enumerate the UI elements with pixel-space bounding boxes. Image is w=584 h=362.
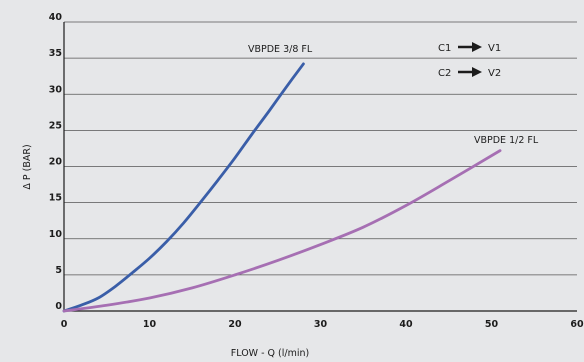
y-tick-label: 5: [55, 265, 62, 276]
legend-to-label: V1: [488, 43, 501, 54]
y-tick-label: 10: [49, 229, 63, 240]
y-tick-label: 30: [49, 84, 63, 95]
series-lines: [62, 62, 502, 313]
arrow-right-icon: [458, 67, 482, 77]
legend-from-label: C2: [438, 68, 451, 79]
y-tick-label: 35: [49, 48, 62, 59]
x-tick-label: 40: [399, 319, 413, 330]
y-tick-label: 0: [55, 301, 62, 312]
legend-to-label: V2: [488, 68, 501, 79]
tick-labels: 0 5 10 15 20 25 30 35 40 0 10 20 30 40 50 60: [49, 12, 584, 330]
arrow-right-icon: [458, 42, 482, 52]
x-tick-label: 60: [570, 319, 584, 330]
legend-item-c1-v1: C1 V1: [438, 42, 501, 54]
axes: [63, 22, 577, 312]
x-tick-label: 50: [485, 319, 499, 330]
x-tick-label: 0: [61, 319, 68, 330]
x-axis-label: FLOW - Q (l/min): [231, 348, 309, 359]
y-tick-label: 25: [49, 120, 62, 131]
series-line-3-8: [62, 62, 305, 313]
x-tick-label: 30: [314, 319, 328, 330]
legend-from-label: C1: [438, 43, 451, 54]
legend-item-c2-v2: C2 V2: [438, 67, 501, 79]
x-tick-label: 10: [143, 319, 157, 330]
grid-lines: [64, 21, 577, 276]
series-line-1-2: [62, 149, 502, 313]
series-label-3-8: VBPDE 3/8 FL: [248, 44, 313, 55]
legend: C1 V1 C2 V2: [438, 42, 501, 79]
x-tick-label: 20: [228, 319, 242, 330]
series-label-1-2: VBPDE 1/2 FL: [474, 135, 539, 146]
y-tick-label: 20: [49, 157, 63, 168]
y-axis-label: Δ P (BAR): [22, 144, 33, 189]
y-tick-label: 15: [49, 193, 62, 204]
y-tick-label: 40: [49, 12, 63, 23]
